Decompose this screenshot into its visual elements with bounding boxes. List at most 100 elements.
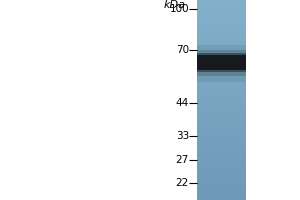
Bar xyxy=(196,98,246,99)
Bar xyxy=(196,58,246,59)
Bar xyxy=(196,119,246,120)
Text: kDa: kDa xyxy=(164,0,186,10)
Bar xyxy=(196,90,246,91)
Bar xyxy=(196,146,246,147)
Text: 70: 70 xyxy=(176,45,189,55)
Bar xyxy=(196,103,246,104)
Bar xyxy=(196,75,246,76)
Bar xyxy=(196,10,246,11)
Bar xyxy=(196,116,246,117)
Bar xyxy=(196,193,246,194)
Bar xyxy=(196,81,246,82)
Bar xyxy=(196,95,246,96)
Bar xyxy=(196,134,246,135)
Bar xyxy=(196,175,246,176)
Bar xyxy=(196,163,246,164)
Bar xyxy=(196,32,246,33)
Bar xyxy=(196,47,246,48)
Bar xyxy=(196,54,246,55)
Bar xyxy=(196,199,246,200)
Bar xyxy=(196,80,246,81)
Bar xyxy=(196,118,246,119)
Bar xyxy=(196,139,246,140)
Bar xyxy=(196,142,246,143)
Bar xyxy=(196,57,246,58)
Bar xyxy=(196,166,246,167)
Bar xyxy=(196,38,246,39)
Bar xyxy=(196,108,246,109)
Bar xyxy=(196,82,246,83)
Bar xyxy=(196,27,246,28)
Bar xyxy=(196,68,246,69)
Bar xyxy=(196,48,246,49)
Bar xyxy=(196,190,246,191)
Text: 22: 22 xyxy=(176,178,189,188)
Bar xyxy=(196,114,246,115)
Bar xyxy=(196,8,246,9)
Bar xyxy=(196,39,246,40)
Bar xyxy=(196,22,246,23)
Bar xyxy=(196,77,246,78)
Bar xyxy=(196,84,246,85)
Bar xyxy=(196,9,246,10)
Bar xyxy=(196,165,246,166)
Bar xyxy=(196,5,246,6)
Text: 100: 100 xyxy=(169,4,189,14)
Bar xyxy=(196,59,246,60)
Bar xyxy=(196,162,246,163)
Bar xyxy=(196,112,246,113)
Bar xyxy=(196,148,246,149)
Bar xyxy=(196,51,246,52)
Bar xyxy=(196,0,246,1)
Bar xyxy=(196,35,246,36)
Bar xyxy=(196,49,246,50)
Bar xyxy=(196,189,246,190)
Bar xyxy=(196,50,246,76)
Bar xyxy=(196,12,246,13)
Bar xyxy=(196,194,246,195)
Bar xyxy=(196,96,246,97)
Bar xyxy=(196,78,246,79)
Bar xyxy=(196,156,246,157)
Bar xyxy=(196,105,246,106)
Bar xyxy=(196,34,246,35)
Bar xyxy=(196,55,246,56)
Bar xyxy=(196,169,246,170)
Bar xyxy=(196,62,246,63)
Bar xyxy=(196,29,246,30)
Bar xyxy=(196,28,246,29)
Bar xyxy=(196,178,246,179)
Bar xyxy=(196,50,246,51)
Bar xyxy=(196,151,246,152)
Bar xyxy=(196,45,246,46)
Bar xyxy=(196,167,246,168)
Bar xyxy=(196,121,246,122)
Bar xyxy=(196,109,246,110)
Bar xyxy=(196,137,246,138)
Bar xyxy=(196,191,246,192)
Bar xyxy=(196,70,246,71)
Bar xyxy=(196,101,246,102)
Bar xyxy=(196,140,246,141)
Bar xyxy=(196,179,246,180)
Bar xyxy=(196,123,246,124)
Bar xyxy=(196,127,246,128)
Bar xyxy=(196,42,246,43)
Bar xyxy=(196,88,246,89)
Bar xyxy=(196,4,246,5)
Bar xyxy=(196,71,246,72)
Bar xyxy=(196,149,246,150)
Bar xyxy=(196,52,246,53)
Bar xyxy=(196,130,246,131)
Bar xyxy=(196,93,246,94)
Bar xyxy=(196,136,246,137)
Bar xyxy=(196,113,246,114)
Bar xyxy=(196,3,246,4)
Text: 27: 27 xyxy=(176,155,189,165)
Bar xyxy=(196,133,246,134)
Text: 33: 33 xyxy=(176,131,189,141)
Bar xyxy=(196,14,246,15)
Bar xyxy=(196,153,246,154)
Bar xyxy=(196,145,246,146)
Bar xyxy=(196,56,246,57)
